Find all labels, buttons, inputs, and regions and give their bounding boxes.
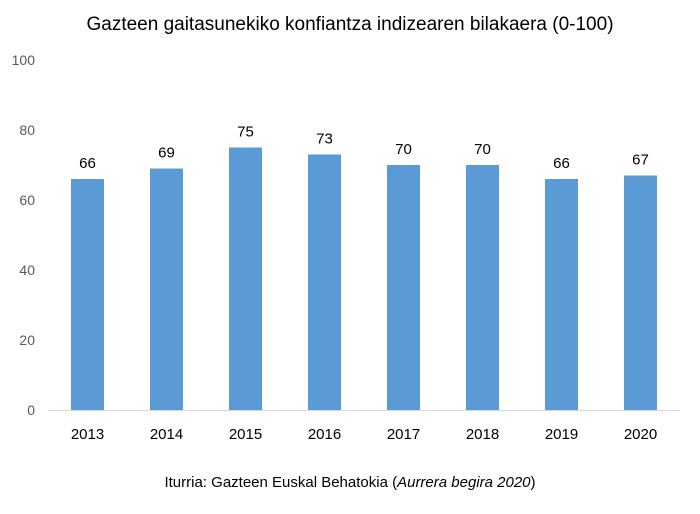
x-tick-label: 2017 [387,426,420,443]
bar [229,147,262,410]
bar [545,179,578,410]
y-tick-label: 40 [19,262,35,278]
x-tick-label: 2019 [545,426,578,443]
source-prefix: Iturria: Gazteen Euskal Behatokia ( [164,474,398,491]
y-tick-label: 100 [12,52,36,68]
x-tick-label: 2015 [229,426,262,443]
data-label: 70 [395,141,412,158]
data-label: 73 [316,131,333,148]
bar [466,165,499,410]
y-tick-label: 60 [19,192,35,208]
data-label: 70 [474,141,491,158]
y-tick-label: 80 [19,122,35,138]
source-note: Iturria: Gazteen Euskal Behatokia (Aurre… [0,474,700,491]
y-tick-label: 20 [19,332,35,348]
data-label: 67 [632,152,649,169]
source-suffix: ) [530,474,536,491]
x-tick-label: 2018 [466,426,499,443]
x-tick-label: 2014 [150,426,183,443]
y-tick-label: 0 [27,402,35,418]
x-tick-label: 2020 [624,426,657,443]
data-label: 66 [553,155,570,172]
source-title: Aurrera begira 2020 [397,474,531,491]
bar [308,154,341,410]
bar [624,175,657,410]
bar [71,179,104,410]
x-tick-label: 2016 [308,426,341,443]
chart-title: Gazteen gaitasunekiko konfiantza indizea… [86,14,614,35]
data-label: 66 [79,155,96,172]
bar [387,165,420,410]
data-label: 69 [158,145,175,162]
bar [150,168,183,410]
x-tick-label: 2013 [71,426,104,443]
data-label: 75 [237,124,254,141]
